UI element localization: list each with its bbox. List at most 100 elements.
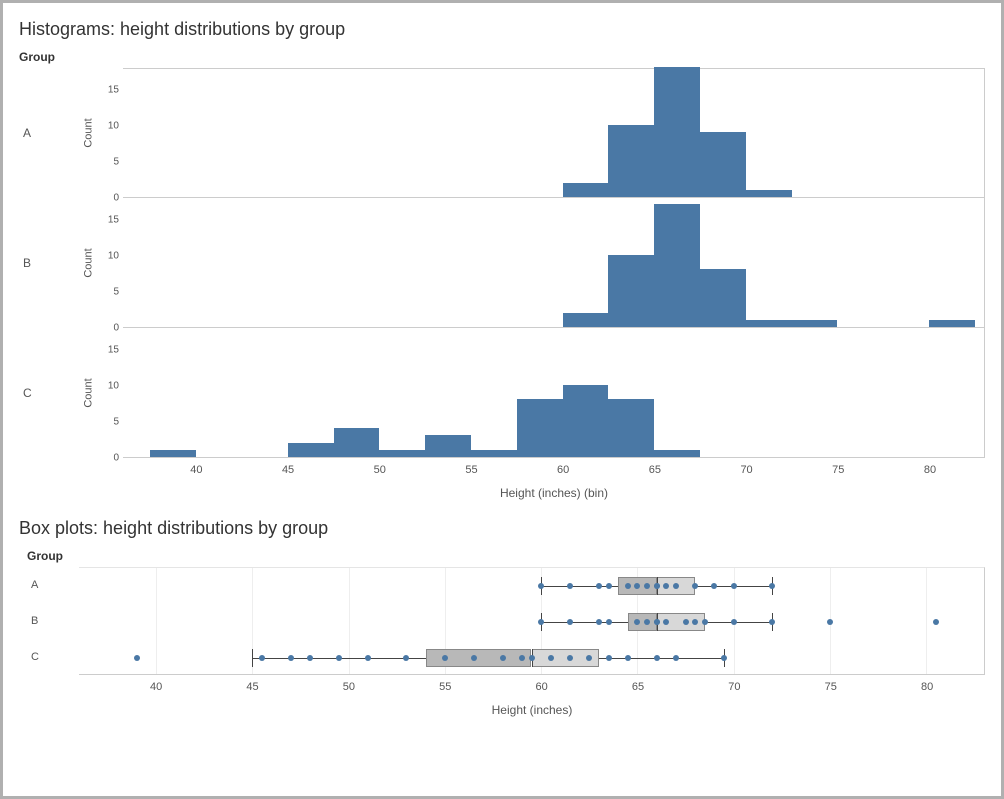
boxplot-point (567, 583, 573, 589)
boxplot-point (933, 619, 939, 625)
boxplot-point (711, 583, 717, 589)
histogram-bar (929, 320, 975, 327)
boxplot-x-axis: 404550556065707580 (19, 679, 985, 701)
histogram-bar (563, 313, 609, 327)
boxplot-point (769, 583, 775, 589)
boxplot-point (654, 655, 660, 661)
histogram-bar (746, 320, 792, 327)
boxplot-point (673, 655, 679, 661)
boxplot-point (529, 655, 535, 661)
boxplot-group-label: B (19, 603, 79, 639)
boxplot-point (500, 655, 506, 661)
histogram-bar (334, 428, 380, 457)
histogram-y-label: Count (79, 68, 99, 198)
histogram-bar (425, 435, 471, 457)
boxplot-group-label: C (19, 639, 79, 675)
boxplot-x-tick: 45 (246, 681, 258, 693)
boxplot-point (596, 583, 602, 589)
boxplot-point (644, 583, 650, 589)
histogram-group-header: Group (19, 50, 985, 64)
histogram-y-ticks: 051015 (99, 328, 123, 458)
boxplot-point (663, 619, 669, 625)
boxplot-x-label: Height (inches) (79, 703, 985, 717)
histogram-x-label: Height (inches) (bin) (123, 486, 985, 500)
boxplot-point (634, 619, 640, 625)
boxplot-x-tick: 75 (825, 681, 837, 693)
histogram-plot (123, 198, 985, 328)
boxplot-point (654, 583, 660, 589)
boxplot-point (625, 655, 631, 661)
histogram-group-label: A (19, 68, 79, 198)
boxplot-point (288, 655, 294, 661)
histogram-x-tick: 65 (649, 464, 661, 476)
histogram-bar (471, 450, 517, 457)
boxplot-group-header: Group (27, 549, 985, 563)
boxplot-point (471, 655, 477, 661)
boxplot-whisker-cap (252, 649, 253, 667)
histogram-bar (700, 132, 746, 197)
boxplot-point (134, 655, 140, 661)
histogram-bar (379, 450, 425, 457)
boxplot-row (79, 568, 984, 604)
histogram-bar (563, 183, 609, 197)
histogram-title: Histograms: height distributions by grou… (19, 19, 985, 40)
histogram-x-tick: 50 (374, 464, 386, 476)
boxplot-point (731, 619, 737, 625)
histogram-x-axis: 404550556065707580 (19, 462, 985, 484)
boxplot-x-tick: 65 (632, 681, 644, 693)
histogram-y-ticks: 051015 (99, 68, 123, 198)
boxplot-x-tick: 60 (536, 681, 548, 693)
histogram-bar (792, 320, 838, 327)
histogram-bar (288, 443, 334, 457)
histogram-bar (654, 67, 700, 197)
boxplot-point (538, 583, 544, 589)
boxplot-point (586, 655, 592, 661)
boxplot-point (259, 655, 265, 661)
boxplot-row (79, 640, 984, 676)
boxplot-point (673, 583, 679, 589)
boxplot-point (548, 655, 554, 661)
boxplot-point (538, 619, 544, 625)
boxplot-point (606, 619, 612, 625)
histogram-bar (654, 450, 700, 457)
boxplot-point (663, 583, 669, 589)
boxplot-x-tick: 70 (728, 681, 740, 693)
boxplot-point (827, 619, 833, 625)
boxplot-title: Box plots: height distributions by group (19, 518, 985, 539)
boxplot-point (769, 619, 775, 625)
boxplot-point (567, 619, 573, 625)
boxplot-point (654, 619, 660, 625)
boxplot-point (606, 583, 612, 589)
boxplot-x-tick: 80 (921, 681, 933, 693)
boxplot-x-tick: 55 (439, 681, 451, 693)
histogram-bar (700, 269, 746, 327)
boxplot-point (403, 655, 409, 661)
boxplot-point (692, 583, 698, 589)
histogram-plot (123, 68, 985, 198)
boxplot-point (596, 619, 602, 625)
boxplot-point (365, 655, 371, 661)
histogram-bar (608, 125, 654, 197)
histogram-panels: ACount051015BCount051015CCount051015 (19, 68, 985, 458)
boxplot-panels (79, 567, 985, 675)
histogram-group-label: B (19, 198, 79, 328)
boxplot-point (567, 655, 573, 661)
boxplot-point (606, 655, 612, 661)
histogram-bar (746, 190, 792, 197)
histogram-bar (150, 450, 196, 457)
histogram-bar (608, 255, 654, 327)
histogram-y-label: Count (79, 198, 99, 328)
histogram-x-tick: 45 (282, 464, 294, 476)
boxplot-group-label: A (19, 567, 79, 603)
boxplot-point (519, 655, 525, 661)
histogram-group-label: C (19, 328, 79, 458)
histogram-bar (654, 204, 700, 327)
boxplot-point (442, 655, 448, 661)
boxplot-x-tick: 50 (343, 681, 355, 693)
boxplot-point (683, 619, 689, 625)
histogram-plot (123, 328, 985, 458)
chart-container: Histograms: height distributions by grou… (0, 0, 1004, 799)
boxplot-point (336, 655, 342, 661)
histogram-y-ticks: 051015 (99, 198, 123, 328)
histogram-x-tick: 60 (557, 464, 569, 476)
